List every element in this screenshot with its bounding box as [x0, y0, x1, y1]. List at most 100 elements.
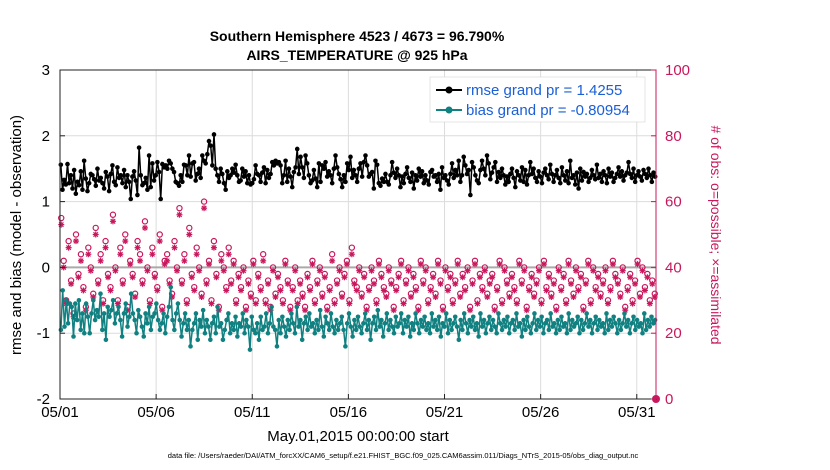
bias-point	[204, 317, 210, 323]
rmse-point	[294, 146, 300, 152]
obs-assimilated-marker	[297, 280, 304, 287]
bias-point	[375, 307, 381, 313]
bias-point	[283, 334, 289, 339]
obs-assimilated-marker	[536, 267, 543, 274]
chart-title: Southern Hemisphere 4523 / 4673 = 96.790…	[210, 28, 505, 44]
obs-assimilated-marker	[274, 274, 281, 281]
rmse-point	[171, 169, 177, 175]
rmse-point	[264, 167, 270, 173]
obs-assimilated-marker	[439, 307, 446, 314]
bias-point	[445, 330, 451, 336]
rmse-point	[614, 171, 620, 177]
bias-point	[616, 317, 622, 323]
bias-point	[524, 314, 530, 320]
rmse-point	[346, 167, 352, 173]
obs-assimilated-marker	[430, 274, 437, 281]
bias-point	[569, 317, 575, 323]
bias-point	[353, 327, 359, 333]
rmse-point	[496, 169, 501, 175]
rmse-point	[649, 179, 655, 185]
rmse-point	[85, 188, 90, 194]
bias-point	[141, 334, 147, 339]
bias-point	[107, 314, 112, 320]
obs-assimilated-marker	[627, 274, 634, 281]
bias-point	[362, 311, 368, 316]
bias-point	[348, 324, 354, 329]
obs-assimilated-marker	[193, 251, 200, 258]
x-tick-label: 05/21	[426, 404, 464, 421]
rmse-point	[406, 175, 412, 181]
rmse-point	[279, 180, 285, 186]
obs-assimilated-marker	[587, 300, 594, 307]
rmse-point	[616, 165, 621, 170]
bias-point	[587, 317, 593, 323]
bias-point	[114, 311, 120, 316]
y-tick-label: -2	[37, 391, 50, 408]
obs-assimilated-marker	[270, 267, 277, 274]
obs-assimilated-marker	[255, 274, 262, 281]
bias-point	[506, 330, 512, 336]
rmse-point	[354, 179, 360, 185]
rmse-point	[491, 165, 496, 170]
rmse-point	[471, 165, 477, 170]
obs-assimilated-marker	[373, 300, 380, 307]
rmse-point	[168, 161, 174, 166]
bias-point	[514, 311, 519, 316]
obs-assimilated-marker	[375, 261, 382, 268]
obs-assimilated-marker	[134, 244, 141, 251]
obs-possible-marker	[60, 257, 67, 265]
bias-point	[152, 311, 157, 316]
rmse-point	[414, 178, 420, 183]
obs-assimilated-marker	[491, 307, 498, 314]
rmse-point	[98, 175, 104, 181]
obs-assimilated-marker	[447, 274, 454, 281]
bias-point	[632, 327, 638, 333]
obs-assimilated-marker	[496, 261, 503, 268]
bias-point	[420, 324, 426, 329]
obs-assimilated-marker	[474, 300, 481, 307]
y-tick-label: 0	[42, 259, 50, 276]
rmse-point	[611, 179, 616, 185]
rmse-point	[259, 170, 265, 175]
rmse-point	[629, 175, 635, 181]
obs-assimilated-marker	[210, 244, 217, 251]
rmse-point	[286, 166, 292, 171]
legend-rmse-label: rmse grand pr = 1.4255	[466, 82, 622, 99]
rmse-point	[481, 166, 486, 171]
obs-assimilated-marker	[570, 294, 577, 301]
rmse-point	[131, 169, 137, 174]
obs-assimilated-marker	[348, 251, 355, 258]
bias-point	[218, 321, 224, 326]
rmse-point	[284, 179, 290, 185]
rmse-point	[409, 170, 415, 175]
rmse-point	[411, 186, 417, 191]
rmse-point	[413, 172, 418, 178]
rmse-point	[424, 178, 430, 183]
rmse-point	[641, 167, 646, 173]
rmse-point	[419, 169, 425, 174]
bias-point	[87, 330, 93, 336]
obs-assimilated-marker	[609, 261, 616, 268]
rmse-point	[196, 166, 202, 171]
obs-assimilated-marker	[371, 280, 378, 287]
obs-assimilated-marker	[590, 267, 597, 274]
bias-point	[625, 317, 631, 323]
bias-point	[127, 314, 132, 320]
obs-assimilated-marker	[65, 244, 72, 251]
bias-point	[586, 324, 591, 329]
obs-assimilated-marker	[282, 261, 289, 268]
bias-point	[155, 317, 161, 323]
rmse-point	[106, 188, 112, 194]
rmse-point	[266, 175, 272, 181]
bias-point	[461, 311, 467, 316]
rmse-point	[363, 153, 368, 158]
rmse-point	[58, 162, 64, 168]
rmse-point	[604, 180, 610, 186]
rmse-point	[456, 158, 462, 164]
obs-assimilated-marker	[306, 287, 313, 294]
obs-assimilated-marker	[247, 294, 254, 301]
obs-assimilated-marker	[324, 307, 331, 314]
bias-point	[645, 317, 651, 323]
obs-assimilated-marker	[412, 287, 419, 294]
rmse-point	[637, 174, 643, 179]
